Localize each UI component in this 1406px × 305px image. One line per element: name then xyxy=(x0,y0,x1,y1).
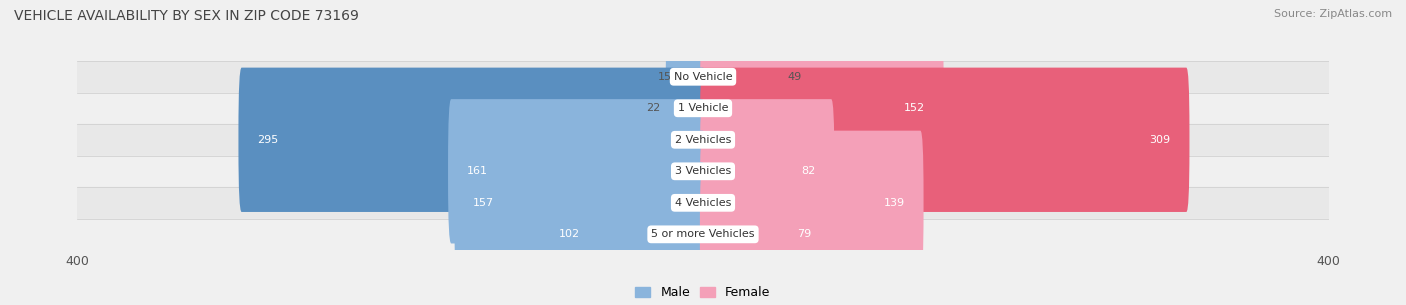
FancyBboxPatch shape xyxy=(700,36,943,181)
FancyBboxPatch shape xyxy=(449,99,706,243)
FancyBboxPatch shape xyxy=(239,68,706,212)
FancyBboxPatch shape xyxy=(540,162,706,305)
Text: 2 Vehicles: 2 Vehicles xyxy=(675,135,731,145)
FancyBboxPatch shape xyxy=(676,5,706,149)
Text: 4 Vehicles: 4 Vehicles xyxy=(675,198,731,208)
Text: 79: 79 xyxy=(797,229,811,239)
Text: 309: 309 xyxy=(1150,135,1171,145)
Text: 5 or more Vehicles: 5 or more Vehicles xyxy=(651,229,755,239)
FancyBboxPatch shape xyxy=(454,131,706,275)
FancyBboxPatch shape xyxy=(665,36,706,181)
Text: 82: 82 xyxy=(801,166,815,176)
FancyBboxPatch shape xyxy=(700,131,924,275)
Text: 152: 152 xyxy=(904,103,925,113)
Text: 161: 161 xyxy=(467,166,488,176)
Bar xyxy=(77,156,1329,187)
Bar xyxy=(77,187,1329,219)
Text: 1 Vehicle: 1 Vehicle xyxy=(678,103,728,113)
FancyBboxPatch shape xyxy=(700,162,830,305)
Bar xyxy=(77,219,1329,250)
Text: No Vehicle: No Vehicle xyxy=(673,72,733,82)
Text: 22: 22 xyxy=(647,103,661,113)
Text: 157: 157 xyxy=(472,198,494,208)
Text: VEHICLE AVAILABILITY BY SEX IN ZIP CODE 73169: VEHICLE AVAILABILITY BY SEX IN ZIP CODE … xyxy=(14,9,359,23)
FancyBboxPatch shape xyxy=(700,5,783,149)
Text: 49: 49 xyxy=(787,72,801,82)
Bar xyxy=(77,61,1329,92)
Bar xyxy=(77,92,1329,124)
Text: 3 Vehicles: 3 Vehicles xyxy=(675,166,731,176)
Text: 15: 15 xyxy=(658,72,672,82)
Text: 139: 139 xyxy=(883,198,905,208)
Legend: Male, Female: Male, Female xyxy=(630,281,776,304)
FancyBboxPatch shape xyxy=(700,99,834,243)
Text: 102: 102 xyxy=(560,229,581,239)
Text: 295: 295 xyxy=(257,135,278,145)
FancyBboxPatch shape xyxy=(700,68,1189,212)
Bar xyxy=(77,124,1329,156)
Text: Source: ZipAtlas.com: Source: ZipAtlas.com xyxy=(1274,9,1392,19)
